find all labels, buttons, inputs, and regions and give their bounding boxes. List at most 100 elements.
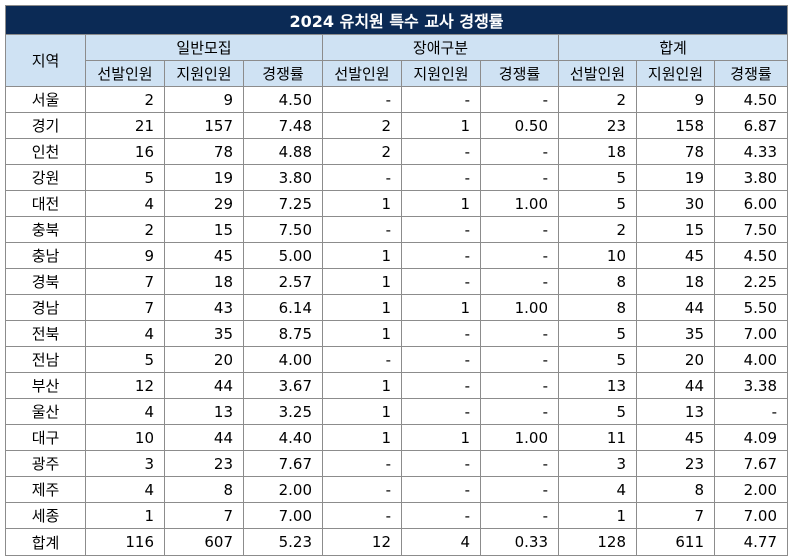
- table-cell: 2: [85, 216, 165, 243]
- table-cell: 7: [636, 502, 715, 529]
- group-header-disability: 장애구분: [322, 34, 559, 61]
- table-cell: -: [401, 450, 481, 477]
- table-cell: 3.25: [243, 398, 323, 425]
- table-row: 대전 4 29 7.25 1 1 1.00 5 30 6.00: [5, 190, 789, 217]
- table-cell: 4: [401, 528, 481, 556]
- table-row: 대구 10 44 4.40 1 1 1.00 11 45 4.09: [5, 424, 789, 451]
- table-cell: 2.00: [713, 476, 789, 503]
- region-cell: 전남: [5, 346, 86, 373]
- table-cell: 2: [85, 86, 165, 113]
- table-row: 부산 12 44 3.67 1- -13 44 3.38: [5, 372, 789, 399]
- table-cell: 78: [636, 138, 715, 165]
- table-cell: -: [322, 86, 402, 113]
- table-cell: -: [322, 476, 402, 503]
- region-cell: 충북: [5, 216, 86, 243]
- table-cell: 116: [85, 528, 165, 556]
- table-row: 경북 7 18 2.57 1- -8 18 2.25: [5, 268, 789, 295]
- table-cell: 3: [558, 450, 637, 477]
- table-cell: 7.25: [243, 190, 323, 217]
- table-cell: 3.38: [713, 372, 789, 399]
- table-cell: 4.88: [243, 138, 323, 165]
- table-cell: 4.09: [713, 424, 789, 451]
- region-cell: 대전: [5, 190, 86, 217]
- table-cell: 2: [322, 138, 402, 165]
- table-cell: 8: [636, 476, 715, 503]
- table-cell: 1: [322, 242, 402, 269]
- table-cell: 128: [558, 528, 637, 556]
- table-cell: 1: [322, 372, 402, 399]
- group-header-total: 합계: [557, 34, 789, 61]
- table-cell: 44: [164, 424, 244, 451]
- table-cell: 23: [558, 112, 637, 139]
- table-cell: 2.00: [243, 476, 323, 503]
- table-title: 2024 유치원 특수 교사 경쟁률: [4, 5, 789, 35]
- table-row: 전남 5 20 4.00- - -5 20 4.00: [5, 346, 789, 373]
- table-cell: 5: [558, 190, 637, 217]
- region-cell: 세종: [5, 502, 86, 529]
- region-cell: 강원: [5, 164, 86, 191]
- table-cell: 35: [164, 320, 244, 347]
- table-cell: -: [480, 346, 559, 373]
- table-cell: 43: [164, 294, 244, 321]
- table-row: 세종 1 7 7.00- - -1 7 7.00: [5, 502, 789, 529]
- table-cell: -: [480, 372, 559, 399]
- table-cell: 20: [164, 346, 244, 373]
- table-cell: 30: [636, 190, 715, 217]
- table-cell: 1.00: [480, 294, 559, 321]
- table-cell: -: [401, 268, 481, 295]
- table-cell: 1: [322, 268, 402, 295]
- competition-rate-table: 2024 유치원 특수 교사 경쟁률 지역 일반모집 장애구분 합계 선발인원 …: [4, 5, 789, 556]
- table-cell: 2: [558, 86, 637, 113]
- table-cell: 611: [636, 528, 715, 556]
- table-cell: 2.25: [713, 268, 789, 295]
- table-cell: 5: [558, 346, 637, 373]
- table-cell: 2: [322, 112, 402, 139]
- table-cell: 23: [164, 450, 244, 477]
- table-cell: 19: [636, 164, 715, 191]
- table-cell: 5.00: [243, 242, 323, 269]
- table-cell: 157: [164, 112, 244, 139]
- region-cell: 충남: [5, 242, 86, 269]
- region-cell: 경남: [5, 294, 86, 321]
- table-cell: -: [480, 398, 559, 425]
- table-cell: 4.50: [713, 242, 789, 269]
- table-cell: 4: [85, 190, 165, 217]
- table-cell: 12: [85, 372, 165, 399]
- table-cell: 7: [85, 268, 165, 295]
- table-row: 서울 2 9 4.50- - -2 9 4.50: [5, 86, 789, 113]
- region-cell: 광주: [5, 450, 86, 477]
- table-cell: -: [401, 320, 481, 347]
- sub-header: 지원인원: [164, 60, 244, 87]
- region-cell: 경기: [5, 112, 86, 139]
- region-cell: 울산: [5, 398, 86, 425]
- table-cell: -: [401, 476, 481, 503]
- table-cell: 7.50: [713, 216, 789, 243]
- region-cell: 전북: [5, 320, 86, 347]
- table-cell: 18: [558, 138, 637, 165]
- table-cell: -: [401, 164, 481, 191]
- region-cell: 대구: [5, 424, 86, 451]
- table-cell: 1.00: [480, 424, 559, 451]
- region-cell: 서울: [5, 86, 86, 113]
- table-cell: -: [401, 346, 481, 373]
- table-cell: 21: [85, 112, 165, 139]
- sub-header: 선발인원: [322, 60, 402, 87]
- table-cell: 44: [636, 294, 715, 321]
- table-cell: 4.50: [243, 86, 323, 113]
- table-cell: -: [322, 216, 402, 243]
- competition-table-container: 2024 유치원 특수 교사 경쟁률 지역 일반모집 장애구분 합계 선발인원 …: [4, 5, 789, 556]
- table-cell: 8: [558, 294, 637, 321]
- table-cell: 4.40: [243, 424, 323, 451]
- table-cell: 15: [636, 216, 715, 243]
- table-cell: 4.00: [243, 346, 323, 373]
- table-cell: 5: [558, 164, 637, 191]
- sub-header: 지원인원: [636, 60, 715, 87]
- table-cell: -: [401, 398, 481, 425]
- region-cell: 제주: [5, 476, 86, 503]
- table-cell: 9: [636, 86, 715, 113]
- table-cell: -: [480, 242, 559, 269]
- table-cell: 0.33: [480, 528, 559, 556]
- table-cell: 7.00: [713, 502, 789, 529]
- sub-header: 경쟁률: [243, 60, 323, 87]
- table-cell: 11: [558, 424, 637, 451]
